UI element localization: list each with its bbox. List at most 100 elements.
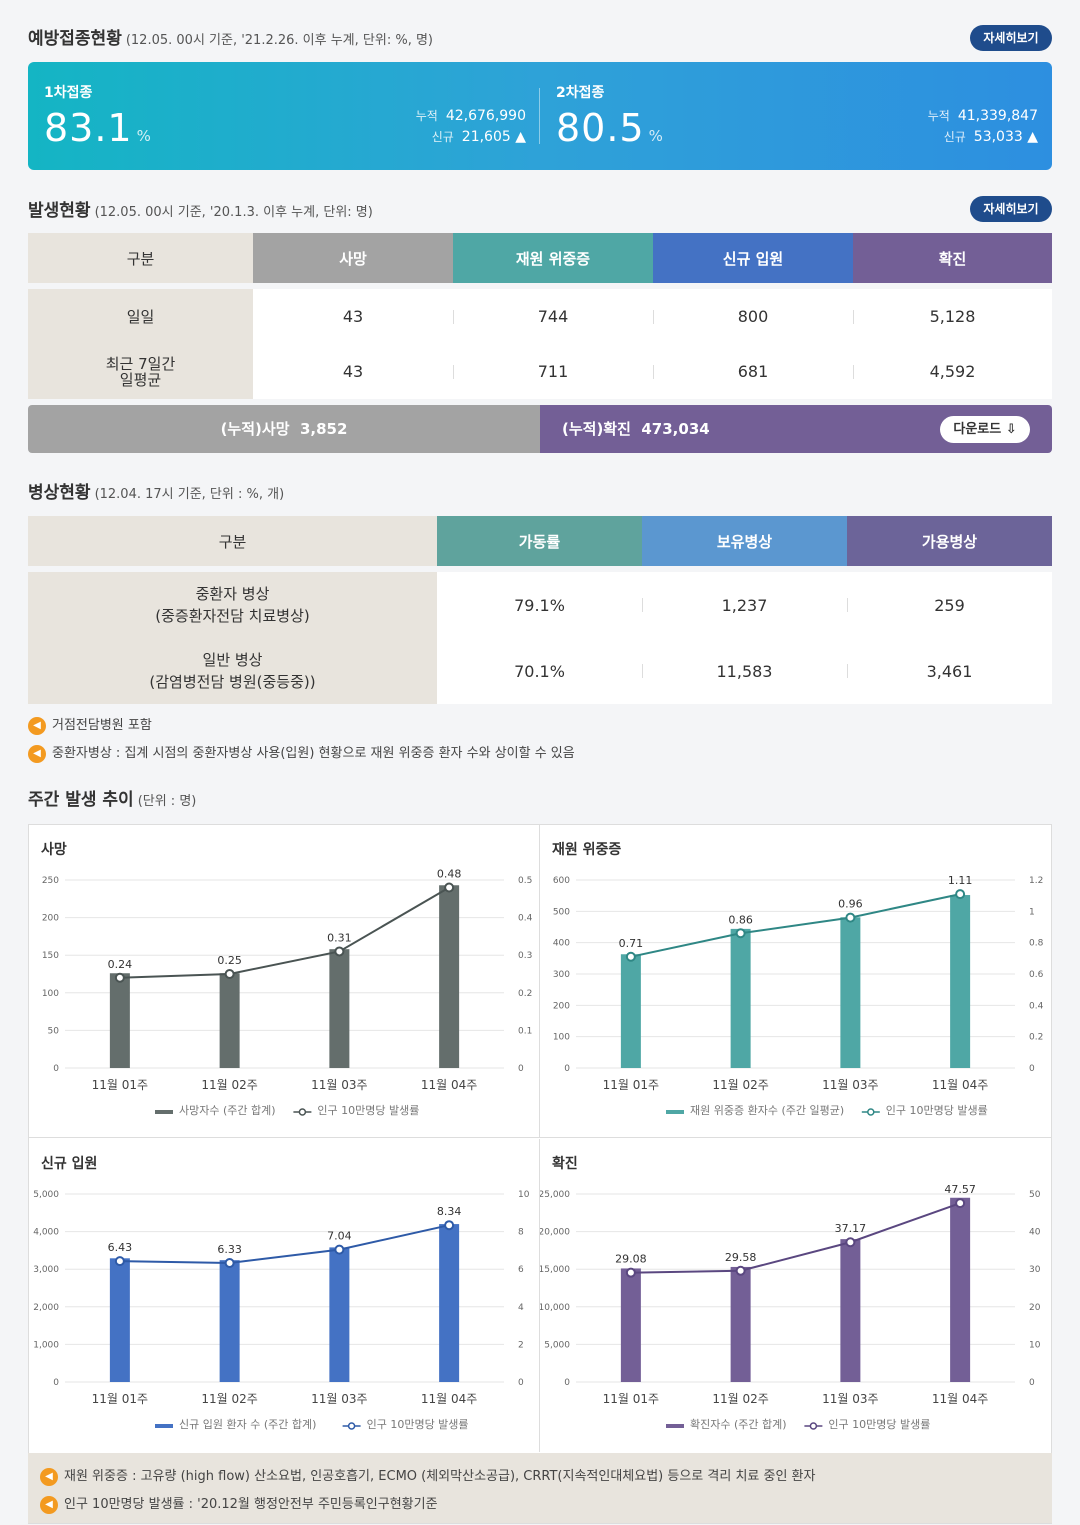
legend-label: 인구 10만명당 발생률 — [317, 1104, 419, 1117]
y-tick-label: 200 — [553, 1001, 570, 1011]
data-label: 8.34 — [437, 1205, 462, 1218]
y2-tick-label: 0.2 — [1029, 1033, 1043, 1043]
chart-svg: 0 1,000 2,000 3,000 4,000 5,000 0 2 4 6 8 10 11월 01주… — [33, 1190, 530, 1431]
data-label: 0.86 — [728, 913, 753, 926]
vaccination-title: 예방접종현황 (12.05. 00시 기준, '21.2.26. 이후 누계, 단… — [28, 29, 433, 49]
legend-label: 인구 10만명당 발생률 — [828, 1418, 930, 1431]
data-label: 0.25 — [217, 954, 242, 967]
data-label: 0.24 — [108, 958, 133, 971]
chart-severe: 재원 위중증 0 100 200 300 400 500 600 0 0.2 0.4 0.6 0.8 1 1… — [540, 825, 1051, 1138]
y-tick-label: 50 — [48, 1026, 60, 1036]
y-tick-label: 100 — [553, 1033, 570, 1043]
y-tick-label: 0 — [564, 1378, 570, 1388]
y-tick-label: 300 — [553, 970, 570, 980]
bar — [109, 973, 130, 1068]
first-dose-rate: 83.1% — [44, 106, 152, 150]
y-tick-label: 0 — [53, 1378, 59, 1388]
second-dose: 2차접종 80.5% 누적 41,339,847 신규 53,033 ▲ — [556, 85, 1038, 150]
y2-tick-label: 0.4 — [1029, 1001, 1044, 1011]
x-tick-label: 11월 02주 — [712, 1078, 768, 1092]
line-point — [444, 882, 455, 893]
line-point — [625, 951, 636, 962]
beds-table: 구분 가동률 보유병상 가용병상 중환자 병상 (중증환자전담 치료병상) 79.… — [28, 516, 1052, 704]
x-tick-label: 11월 04주 — [932, 1392, 988, 1406]
x-tick-label: 11월 03주 — [822, 1392, 878, 1406]
weekly-footnotes: ◀ 재원 위중증 : 고유량 (high flow) 산소요법, 인공호흡기, E… — [28, 1453, 1052, 1523]
weekly-charts: 사망 0 50 100 150 200 250 0 0.1 0.2 0.3 0.4 0.5 11월 01주… — [28, 824, 1052, 1524]
y2-tick-label: 4 — [518, 1303, 524, 1313]
legend-line-marker — [867, 1108, 875, 1116]
legend-label: 인구 10만명당 발생률 — [886, 1104, 988, 1117]
line-point — [444, 1220, 455, 1231]
occurrence-title: 발생현황 (12.05. 00시 기준, '20.1.3. 이후 누계, 단위: … — [28, 201, 373, 221]
legend-label: 확진자수 (주간 합계) — [690, 1418, 787, 1431]
legend-bar-swatch — [155, 1110, 173, 1114]
series-line — [630, 1202, 961, 1274]
y-tick-label: 2,000 — [33, 1303, 59, 1313]
legend-line-marker — [809, 1422, 818, 1430]
occurrence-table: 구분 사망 재원 위중증 신규 입원 확진 일일 43 744 800 5,12… — [28, 233, 1052, 399]
bar — [950, 1197, 971, 1382]
chart-svg: 0 5,000 10,000 15,000 20,000 25,000 0 10 20 30 40 5… — [540, 1183, 1041, 1431]
y2-tick-label: 0.1 — [518, 1026, 532, 1036]
line-point — [224, 969, 235, 979]
y2-tick-label: 0 — [518, 1378, 524, 1388]
bar — [620, 1268, 641, 1382]
y-tick-label: 600 — [553, 876, 570, 886]
x-tick-label: 11월 04주 — [421, 1078, 477, 1092]
x-tick-label: 11월 01주 — [92, 1392, 148, 1406]
beds-title: 병상현황 (12.04. 17시 기준, 단위 : %, 개) — [28, 483, 285, 503]
line-point — [625, 1267, 636, 1278]
vaccination-more-button[interactable]: 자세히보기 — [970, 25, 1052, 51]
data-label: 29.58 — [725, 1251, 757, 1264]
bar — [840, 1239, 861, 1382]
line-point — [334, 1244, 345, 1255]
line-point — [845, 1237, 856, 1248]
legend-bar-swatch — [155, 1424, 173, 1428]
data-label: 1.11 — [948, 874, 973, 887]
x-tick-label: 11월 04주 — [932, 1078, 988, 1092]
y-tick-label: 250 — [42, 876, 59, 886]
y2-tick-label: 40 — [1029, 1228, 1041, 1238]
y2-tick-label: 0 — [1029, 1378, 1035, 1388]
y-tick-label: 1,000 — [33, 1340, 59, 1350]
bar — [109, 1258, 130, 1382]
legend-line-marker — [347, 1422, 356, 1430]
vaccination-panel: 1차접종 83.1% 누적 42,676,990 신규 21,605 ▲ 2차접종 … — [28, 62, 1052, 170]
y2-tick-label: 10 — [1029, 1340, 1041, 1350]
beds-note-1: ◀ 거점전담병원 포함 — [28, 714, 152, 735]
y-tick-label: 5,000 — [33, 1190, 59, 1200]
legend-bar-swatch — [666, 1424, 684, 1428]
data-label: 47.57 — [944, 1183, 976, 1196]
x-tick-label: 11월 03주 — [311, 1392, 367, 1406]
legend-label: 인구 10만명당 발생률 — [367, 1418, 469, 1431]
download-button[interactable]: 다운로드 ⇩ — [940, 416, 1030, 443]
y-tick-label: 150 — [42, 951, 59, 961]
x-tick-label: 11월 02주 — [201, 1078, 257, 1092]
y2-tick-label: 0.4 — [518, 914, 533, 924]
bar — [219, 973, 240, 1068]
y2-tick-label: 0.6 — [1029, 970, 1044, 980]
y2-tick-label: 1 — [1029, 907, 1035, 917]
y2-tick-label: 8 — [518, 1228, 524, 1238]
x-tick-label: 11월 01주 — [92, 1078, 148, 1092]
y2-tick-label: 10 — [518, 1190, 530, 1200]
y2-tick-label: 20 — [1029, 1303, 1041, 1313]
y2-tick-label: 0.8 — [1029, 939, 1044, 949]
bar — [439, 885, 460, 1068]
table-row: 일일 43 744 800 5,128 — [28, 289, 1052, 344]
occurrence-more-button[interactable]: 자세히보기 — [970, 196, 1052, 222]
data-label: 0.71 — [619, 937, 644, 950]
y2-tick-label: 0 — [518, 1064, 524, 1074]
line-point — [334, 946, 345, 957]
data-label: 37.17 — [835, 1222, 867, 1235]
legend-label: 재원 위중증 환자수 (주간 일평균) — [690, 1103, 844, 1117]
data-label: 6.33 — [217, 1243, 242, 1256]
speaker-icon: ◀ — [28, 744, 46, 763]
y-tick-label: 0 — [564, 1064, 570, 1074]
data-label: 0.31 — [327, 931, 352, 944]
y2-tick-label: 0 — [1029, 1064, 1035, 1074]
y2-tick-label: 0.3 — [518, 951, 532, 961]
bar — [730, 1266, 751, 1382]
y-tick-label: 5,000 — [544, 1340, 570, 1350]
